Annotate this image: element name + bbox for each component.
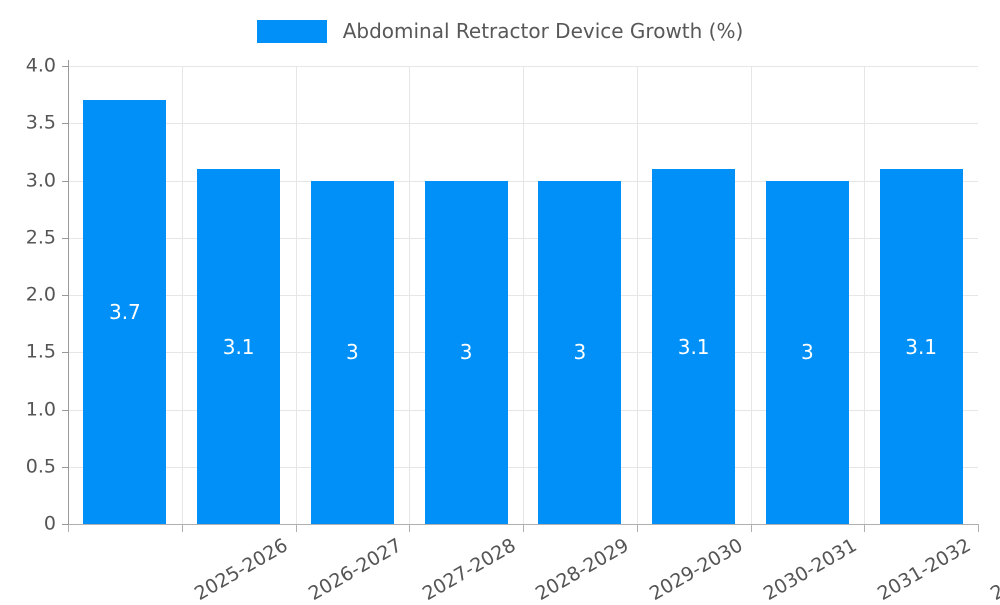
legend-label: Abdominal Retractor Device Growth (%)	[342, 19, 744, 43]
y-axis-tick-label: 1.0	[25, 398, 56, 420]
bar-value-label: 3	[346, 340, 359, 365]
y-axis-tick-mark	[62, 466, 69, 468]
y-axis-tick-mark	[62, 524, 69, 525]
x-axis-tick-mark	[296, 524, 297, 532]
x-axis-tick-label: 2030-2031	[759, 534, 861, 605]
bar[interactable]: 3.1	[879, 169, 963, 524]
x-axis-tick-mark	[68, 524, 69, 532]
bar[interactable]: 3	[765, 180, 849, 524]
bar-value-label: 3	[573, 340, 587, 365]
bar[interactable]: 3	[538, 180, 622, 524]
y-axis-tick-mark	[62, 295, 69, 296]
y-axis-tick-label: 3.0	[25, 169, 56, 191]
y-axis-tick-label: 3.5	[25, 111, 56, 134]
gridline-vertical	[523, 66, 524, 524]
x-axis-tick-mark	[523, 524, 524, 532]
chart-legend: Abdominal Retractor Device Growth (%)	[0, 10, 1000, 52]
x-axis-tick-label: 2026-2027	[304, 534, 406, 605]
y-axis-tick-mark	[62, 237, 69, 239]
y-axis-tick-mark	[62, 352, 69, 354]
y-axis-tick-labels: 0 0.5 1.0 1.5 2.0 2.5 3.0 3.5 4.0	[0, 56, 56, 533]
plot-area: 3.7 3.1 3 3 3 3.1 3 3.1	[68, 66, 978, 525]
x-axis-tick-mark	[978, 524, 979, 532]
bar-value-label: 3.7	[108, 300, 141, 325]
y-axis-tick-label: 1.5	[25, 340, 56, 363]
x-axis-tick-mark	[409, 524, 410, 532]
bar-value-label: 3.1	[905, 334, 938, 359]
x-axis-tick-mark	[637, 524, 638, 532]
gridline-vertical	[751, 66, 752, 524]
bar[interactable]: 3	[424, 180, 508, 524]
y-axis-tick-mark	[62, 123, 69, 125]
y-axis-tick-mark	[62, 66, 69, 67]
y-axis-tick-mark	[62, 409, 69, 411]
y-axis-tick-label: 4.0	[25, 54, 56, 77]
x-axis-tick-mark	[182, 524, 183, 532]
x-axis-tick-label: 2027-2028	[418, 534, 520, 605]
y-axis-tick-label: 2.5	[25, 226, 56, 249]
bar-value-label: 3	[801, 340, 814, 365]
gridline-vertical	[182, 66, 183, 524]
bar[interactable]: 3.1	[197, 169, 281, 524]
legend-color-swatch	[256, 19, 327, 43]
x-axis-tick-label: 2025-2026	[190, 534, 292, 605]
y-axis-tick-label: 2.0	[25, 283, 56, 306]
gridline-vertical	[864, 66, 865, 524]
x-axis-tick-mark	[864, 524, 865, 532]
gridline-vertical	[637, 66, 638, 524]
y-axis-tick-label: 0.5	[25, 455, 56, 478]
bar-value-label: 3.1	[677, 334, 710, 359]
gridline-vertical	[409, 66, 410, 524]
gridline-horizontal	[68, 123, 978, 125]
bar-value-label: 3	[459, 340, 473, 365]
x-axis-tick-label: 2032-2033	[987, 534, 1000, 605]
y-axis-line	[68, 60, 69, 525]
x-axis-tick-mark	[751, 524, 752, 532]
bar-value-label: 3.1	[222, 334, 255, 359]
x-axis-tick-label: 2029-2030	[645, 534, 747, 605]
y-axis-tick-label: 0	[43, 512, 56, 535]
bar[interactable]: 3.1	[652, 169, 736, 524]
bar[interactable]: 3.7	[83, 100, 167, 524]
legend-entry[interactable]: Abdominal Retractor Device Growth (%)	[256, 19, 744, 43]
gridline-vertical	[296, 66, 297, 524]
y-axis-tick-mark	[62, 180, 69, 182]
gridline-horizontal	[68, 66, 978, 67]
x-axis-tick-label: 2031-2032	[873, 534, 975, 605]
x-axis-tick-label: 2028-2029	[532, 534, 633, 605]
bar[interactable]: 3	[310, 180, 394, 524]
